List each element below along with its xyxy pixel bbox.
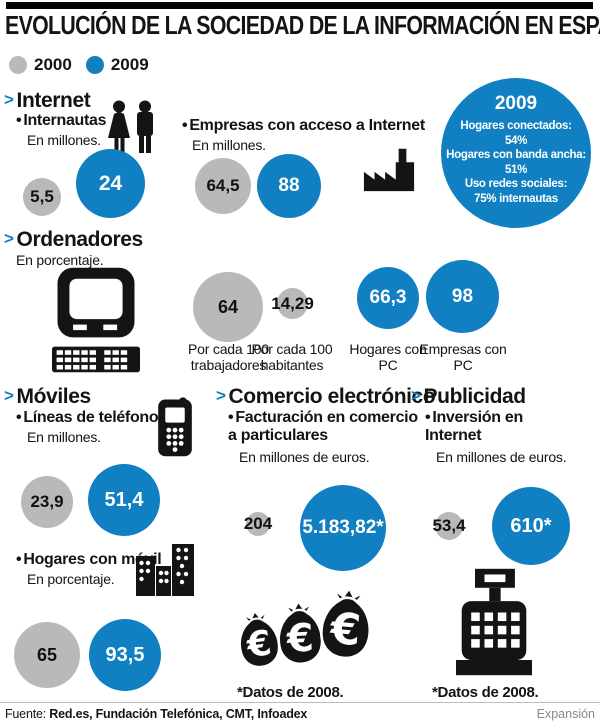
bullet-icon: • bbox=[425, 409, 431, 426]
bubble-line: Uso redes sociales: bbox=[464, 178, 568, 190]
highlight-bubble-2009: 2009 Hogares conectados: 54% Hogares con… bbox=[441, 78, 591, 228]
svg-text:€: € bbox=[328, 604, 363, 657]
computer-icon bbox=[52, 267, 140, 373]
ordenadores-hogares-pc-circle: 66,3 bbox=[357, 267, 419, 329]
section-marker-icon: > bbox=[4, 90, 14, 109]
cash-register-icon bbox=[456, 568, 532, 676]
bubble-line: 51% bbox=[504, 163, 528, 176]
bullet-icon: • bbox=[228, 409, 234, 426]
empresas-2009-circle: 88 bbox=[257, 154, 321, 218]
section-title-text: Móviles bbox=[16, 385, 92, 408]
footer-source: Fuente: Red.es, Fundación Telefónica, CM… bbox=[5, 707, 307, 721]
bubble-title: 2009 bbox=[494, 93, 538, 114]
section-title-text: Ordenadores bbox=[16, 228, 144, 251]
unit-facturacion: En millones de euros. bbox=[239, 449, 370, 465]
unit-empresas-internet: En millones. bbox=[192, 137, 266, 153]
label-internautas: • Internautas bbox=[16, 112, 107, 130]
bubble-line: Hogares conectados: bbox=[460, 120, 572, 132]
section-title-text: Publicidad bbox=[423, 385, 527, 408]
inversion-2009-circle: 610* bbox=[492, 487, 570, 565]
svg-text:€: € bbox=[244, 623, 274, 666]
bullet-icon: • bbox=[16, 551, 22, 568]
hogares-movil-2000-circle: 65 bbox=[14, 622, 80, 688]
unit-hogares-movil: En porcentaje. bbox=[27, 571, 115, 587]
legend-2009-label: 2009 bbox=[110, 55, 149, 74]
hogares-movil-2009-circle: 93,5 bbox=[89, 619, 161, 691]
legend: 2000 2009 bbox=[9, 55, 163, 75]
internautas-2000-circle: 5,5 bbox=[23, 178, 61, 216]
lineas-2000-circle: 23,9 bbox=[21, 476, 73, 528]
bubble-line: 75% internautas bbox=[474, 192, 558, 205]
internautas-2009-circle: 24 bbox=[76, 149, 145, 218]
unit-ordenadores: En porcentaje. bbox=[16, 252, 104, 268]
ordenadores-trabajadores-circle: 64 bbox=[193, 272, 263, 342]
legend-2000-dot-icon bbox=[9, 56, 27, 74]
label-facturacion: • Facturación en comercio a particulares bbox=[228, 409, 418, 445]
factory-icon bbox=[363, 148, 415, 192]
footer-credit: Expansión bbox=[536, 707, 595, 721]
label-hogares-movil: • Hogares con móvil bbox=[16, 551, 162, 569]
bullet-icon: • bbox=[182, 117, 188, 134]
section-title-text: Internet bbox=[16, 89, 91, 112]
footer-source-names: Red.es, Fundación Telefónica, CMT, Infoa… bbox=[49, 707, 308, 721]
mobile-phone-icon bbox=[158, 397, 192, 457]
people-icon bbox=[108, 100, 153, 153]
section-marker-icon: > bbox=[4, 229, 14, 248]
label-internautas-text: Internautas bbox=[23, 112, 107, 129]
label-inversion: • Inversión en Internet bbox=[425, 409, 525, 445]
stat-label-hogares-pc: Hogares con PC bbox=[349, 341, 427, 373]
unit-inversion: En millones de euros. bbox=[436, 449, 567, 465]
page-title: EVOLUCIÓN DE LA SOCIEDAD DE LA INFORMACI… bbox=[5, 10, 600, 40]
section-title-internet: > Internet bbox=[4, 89, 91, 113]
section-title-publicidad: > Publicidad bbox=[411, 385, 526, 409]
section-title-ordenadores: > Ordenadores bbox=[4, 228, 143, 252]
legend-2000-label: 2000 bbox=[34, 55, 72, 74]
label-empresas-text: Empresas con acceso a Internet bbox=[189, 117, 425, 134]
money-bags-icon: € € € bbox=[238, 585, 372, 668]
section-marker-icon: > bbox=[4, 386, 14, 405]
unit-lineas: En millones. bbox=[27, 429, 101, 445]
section-title-comercio: > Comercio electrónico bbox=[216, 385, 436, 409]
bullet-icon: • bbox=[16, 409, 22, 426]
stat-label-empresas-pc: Empresas con PC bbox=[419, 341, 507, 373]
facturacion-2000-circle: 204 bbox=[244, 512, 272, 536]
svg-text:€: € bbox=[285, 616, 315, 662]
footer-source-prefix: Fuente: bbox=[5, 707, 46, 721]
section-marker-icon: > bbox=[216, 386, 226, 405]
label-empresas-internet: • Empresas con acceso a Internet bbox=[182, 117, 425, 135]
bubble-line: 54% bbox=[504, 134, 528, 147]
footnote-publicidad: *Datos de 2008. bbox=[432, 684, 539, 701]
facturacion-2009-circle: 5.183,82* bbox=[300, 485, 386, 571]
section-marker-icon: > bbox=[411, 386, 421, 405]
section-title-moviles: > Móviles bbox=[4, 385, 91, 409]
stat-label-habitantes: Por cada 100 habitantes bbox=[251, 341, 333, 373]
label-lineas-telefono: • Líneas de teléfono bbox=[16, 409, 159, 427]
empresas-2000-circle: 64,5 bbox=[195, 158, 251, 214]
footnote-comercio: *Datos de 2008. bbox=[237, 684, 344, 701]
legend-2009-dot-icon bbox=[85, 56, 104, 74]
stat-label-trabajadores: Por cada 100 trabajadores bbox=[188, 341, 269, 373]
ordenadores-habitantes-circle: 14,29 bbox=[271, 288, 314, 319]
bullet-icon: • bbox=[16, 112, 22, 129]
unit-internautas: En millones. bbox=[27, 132, 101, 148]
buildings-icon bbox=[136, 544, 194, 596]
label-inversion-text: Inversión en Internet bbox=[425, 409, 523, 444]
ordenadores-empresas-pc-circle: 98 bbox=[426, 260, 499, 333]
inversion-2000-circle: 53,4 bbox=[432, 512, 466, 540]
label-hogares-movil-text: Hogares con móvil bbox=[23, 551, 162, 568]
label-lineas-text: Líneas de teléfono bbox=[23, 409, 159, 426]
top-bar bbox=[6, 2, 593, 9]
label-facturacion-text: Facturación en comercio a particulares bbox=[228, 409, 418, 444]
bubble-line: Hogares con banda ancha: bbox=[446, 149, 586, 161]
lineas-2009-circle: 51,4 bbox=[88, 464, 160, 536]
footer-divider bbox=[0, 702, 600, 703]
section-title-text: Comercio electrónico bbox=[228, 385, 436, 408]
